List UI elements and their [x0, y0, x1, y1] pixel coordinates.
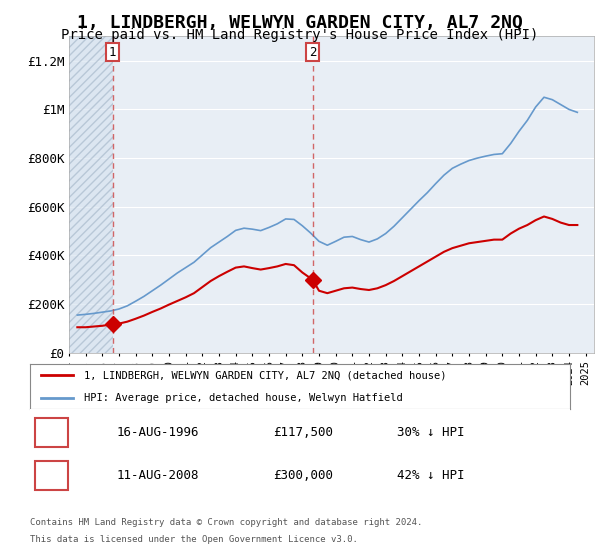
Text: £117,500: £117,500	[273, 426, 333, 439]
Text: 2: 2	[309, 46, 316, 59]
Text: 1: 1	[48, 426, 55, 439]
Text: HPI: Average price, detached house, Welwyn Hatfield: HPI: Average price, detached house, Welw…	[84, 393, 403, 403]
Text: 1, LINDBERGH, WELWYN GARDEN CITY, AL7 2NQ (detached house): 1, LINDBERGH, WELWYN GARDEN CITY, AL7 2N…	[84, 370, 446, 380]
Text: 42% ↓ HPI: 42% ↓ HPI	[397, 469, 465, 482]
FancyBboxPatch shape	[35, 461, 68, 489]
Text: This data is licensed under the Open Government Licence v3.0.: This data is licensed under the Open Gov…	[30, 535, 358, 544]
Text: Price paid vs. HM Land Registry's House Price Index (HPI): Price paid vs. HM Land Registry's House …	[61, 28, 539, 42]
Text: Contains HM Land Registry data © Crown copyright and database right 2024.: Contains HM Land Registry data © Crown c…	[30, 518, 422, 527]
FancyBboxPatch shape	[35, 418, 68, 447]
Text: £300,000: £300,000	[273, 469, 333, 482]
Text: 30% ↓ HPI: 30% ↓ HPI	[397, 426, 465, 439]
Text: 16-AUG-1996: 16-AUG-1996	[116, 426, 199, 439]
Text: 1, LINDBERGH, WELWYN GARDEN CITY, AL7 2NQ: 1, LINDBERGH, WELWYN GARDEN CITY, AL7 2N…	[77, 14, 523, 32]
Bar	[69, 36, 113, 353]
Text: 11-AUG-2008: 11-AUG-2008	[116, 469, 199, 482]
Text: 1: 1	[109, 46, 116, 59]
Text: 2: 2	[48, 469, 55, 482]
